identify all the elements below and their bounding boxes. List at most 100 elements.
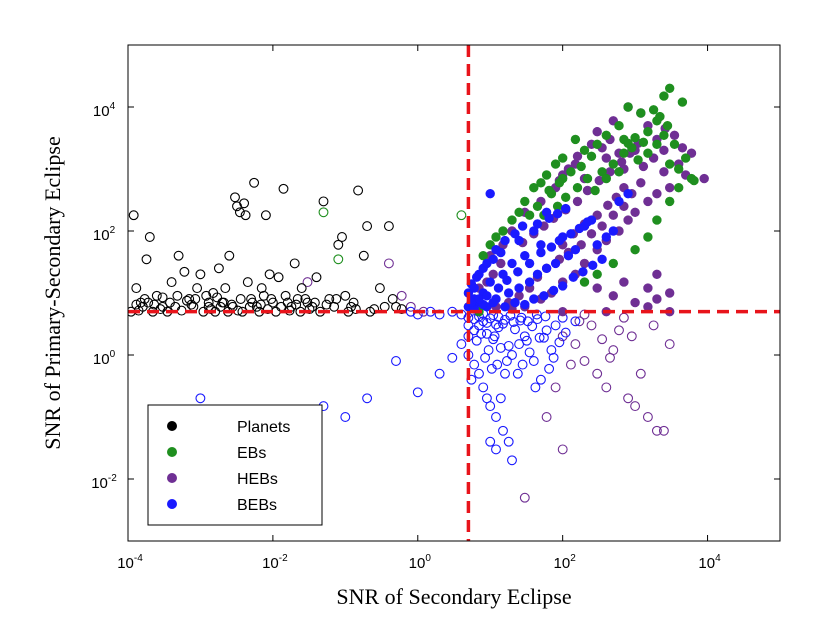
point-ebs <box>664 196 675 207</box>
point-bebs <box>474 269 484 279</box>
point-bebs-open <box>495 342 506 353</box>
point-bebs-open <box>492 359 503 370</box>
point-bebs <box>570 245 581 255</box>
point-bebs-open <box>485 401 496 412</box>
point-bebs <box>517 221 528 231</box>
point-planets <box>131 299 142 310</box>
point-ebs <box>652 139 662 150</box>
point-planets <box>280 290 291 301</box>
point-hebs <box>677 143 688 153</box>
point-bebs <box>597 254 607 264</box>
point-bebs <box>520 299 530 310</box>
y-axis-label: SNR of Primary-Secondary Eclipse <box>40 136 65 449</box>
point-ebs <box>655 111 665 122</box>
point-ebs <box>597 167 607 177</box>
point-bebs-open <box>491 319 501 330</box>
point-bebs-open <box>512 368 523 379</box>
point-ebs <box>582 173 593 184</box>
point-planets <box>300 294 311 304</box>
point-ebs <box>532 201 543 212</box>
point-planets <box>128 210 139 221</box>
point-ebs <box>536 178 546 188</box>
point-planets <box>224 250 235 261</box>
point-ebs <box>608 159 618 169</box>
legend-marker-bebs <box>167 499 177 509</box>
point-bebs <box>614 196 624 207</box>
legend: Planets EBs HEBs BEBs <box>147 404 323 526</box>
point-hebs <box>643 283 653 293</box>
point-planets <box>240 210 251 221</box>
point-bebs-open <box>507 455 517 466</box>
point-bebs <box>550 258 561 269</box>
point-planets <box>264 269 275 280</box>
point-planets <box>201 290 212 301</box>
point-planets <box>234 207 245 218</box>
point-ebs <box>689 175 699 186</box>
point-planets <box>226 299 237 310</box>
point-bebs-open <box>447 352 458 363</box>
point-bebs-open <box>474 368 484 379</box>
point-planets <box>230 192 240 203</box>
point-bebs <box>513 267 523 277</box>
point-ebs <box>579 145 590 156</box>
point-hebs <box>608 210 618 220</box>
point-planets <box>333 239 344 250</box>
point-planets <box>131 283 142 294</box>
point-bebs <box>524 277 535 287</box>
point-bebs <box>539 291 549 301</box>
point-ebs <box>673 164 684 174</box>
point-planets-open-heb-colored <box>579 356 590 366</box>
point-planets-open-heb-colored <box>565 359 576 370</box>
point-bebs <box>491 245 501 255</box>
point-bebs <box>529 294 539 304</box>
point-ebs <box>507 215 517 225</box>
point-planets-open-heb-colored <box>651 425 662 436</box>
point-bebs-open <box>498 425 508 436</box>
point-bebs <box>510 229 520 239</box>
point-ebs <box>601 173 611 184</box>
point-planets-open-heb-colored <box>658 425 669 436</box>
point-planets <box>151 290 162 301</box>
point-bebs <box>587 260 598 270</box>
point-hebs <box>488 269 498 279</box>
y-tick-label: 100 <box>93 349 116 368</box>
legend-marker-planets <box>167 421 177 431</box>
point-planets-open-heb-colored <box>519 492 530 503</box>
point-bebs-open <box>560 327 571 338</box>
point-ebs <box>576 161 586 172</box>
point-ebs <box>498 226 508 236</box>
point-bebs-open <box>456 339 467 350</box>
point-bebs <box>510 297 520 308</box>
point-planets <box>184 294 195 304</box>
point-bebs-open <box>340 412 351 422</box>
legend-label-bebs: BEBs <box>237 497 277 514</box>
point-ebs <box>669 139 680 150</box>
point-hebs <box>664 183 675 193</box>
point-planets <box>144 232 155 242</box>
point-planets <box>289 258 300 269</box>
point-hebs <box>597 221 607 231</box>
point-bebs <box>623 189 633 199</box>
point-bebs-open <box>546 345 557 356</box>
point-hebs <box>643 302 653 312</box>
point-planets-open-heb-colored <box>648 320 659 331</box>
point-ebs <box>570 134 581 145</box>
point-bebs <box>514 235 524 246</box>
point-ebs <box>544 185 554 196</box>
point-bebs <box>557 281 568 291</box>
point-ebs <box>560 192 571 203</box>
point-planets <box>331 294 342 304</box>
point-bebs <box>500 302 510 312</box>
point-bebs-open <box>554 337 565 348</box>
point-ebs <box>592 269 602 279</box>
point-bebs <box>514 283 524 293</box>
point-hebs <box>579 258 590 269</box>
point-bebs <box>566 229 576 239</box>
y-tick-label: 104 <box>93 101 116 120</box>
point-planets <box>235 294 246 304</box>
point-bebs <box>541 263 552 273</box>
point-bebs <box>482 258 492 269</box>
point-ebs <box>643 232 653 242</box>
point-ebs <box>590 185 600 196</box>
point-bebs-open <box>548 352 559 363</box>
